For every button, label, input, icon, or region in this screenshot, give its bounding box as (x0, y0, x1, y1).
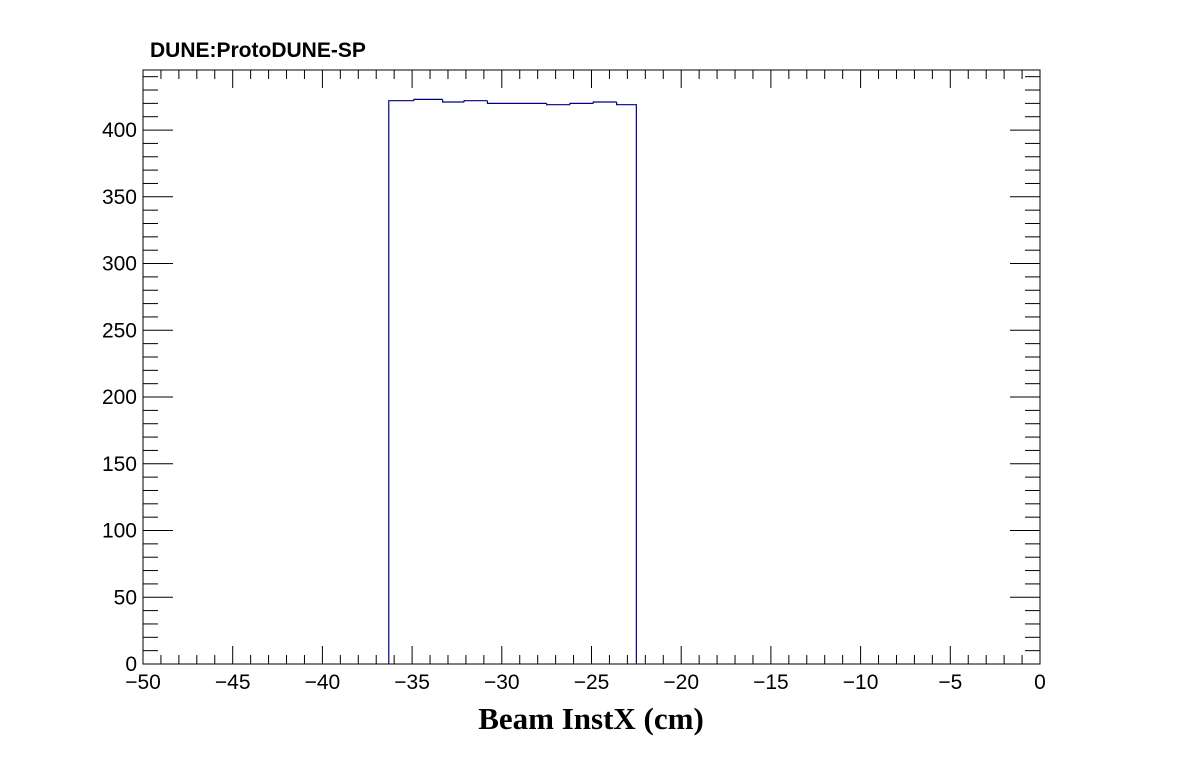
histogram-bin (463, 100, 488, 103)
x-tick-label: −30 (484, 671, 520, 694)
axis-ticks (142, 70, 1041, 665)
x-tick-label: 0 (1034, 671, 1046, 694)
x-tick-label: −25 (574, 671, 610, 694)
histogram-bin (413, 98, 443, 101)
histogram-bin (486, 100, 518, 104)
x-tick-label: −20 (663, 671, 699, 694)
chart-title: DUNE:ProtoDUNE-SP (150, 39, 366, 62)
x-tick-label: −15 (753, 671, 789, 694)
histogram-bin (569, 102, 594, 105)
y-tick-label: 0 (125, 653, 137, 676)
x-tick-label: −5 (938, 671, 962, 694)
histogram-bars (388, 98, 637, 664)
y-tick-label: 100 (102, 520, 137, 543)
y-tick-label: 300 (102, 253, 137, 276)
y-tick-label: 200 (102, 386, 137, 409)
y-tick-label: 50 (114, 586, 137, 609)
y-tick-label: 350 (102, 186, 137, 209)
x-tick-label: −45 (215, 671, 251, 694)
y-tick-label: 400 (102, 119, 137, 142)
histogram-bin (388, 100, 414, 664)
x-tick-label: −40 (305, 671, 341, 694)
x-axis-label: Beam InstX (cm) (478, 701, 704, 736)
x-tick-labels: −50 −45 −40 −35 −30 −25 −20 −15 −10 −5 0 (125, 671, 1046, 694)
y-tick-labels: 0 50 100 150 200 250 300 350 400 (102, 119, 137, 676)
histogram-bin (616, 102, 637, 664)
y-tick-label: 150 (102, 453, 137, 476)
histogram-bin (441, 99, 465, 103)
histogram-bin (592, 101, 617, 104)
x-tick-label: −50 (125, 671, 161, 694)
histogram-bin (546, 103, 570, 106)
y-tick-label: 250 (102, 319, 137, 342)
x-tick-label: −10 (843, 671, 879, 694)
plot-frame (142, 69, 1041, 665)
x-tick-label: −35 (394, 671, 430, 694)
